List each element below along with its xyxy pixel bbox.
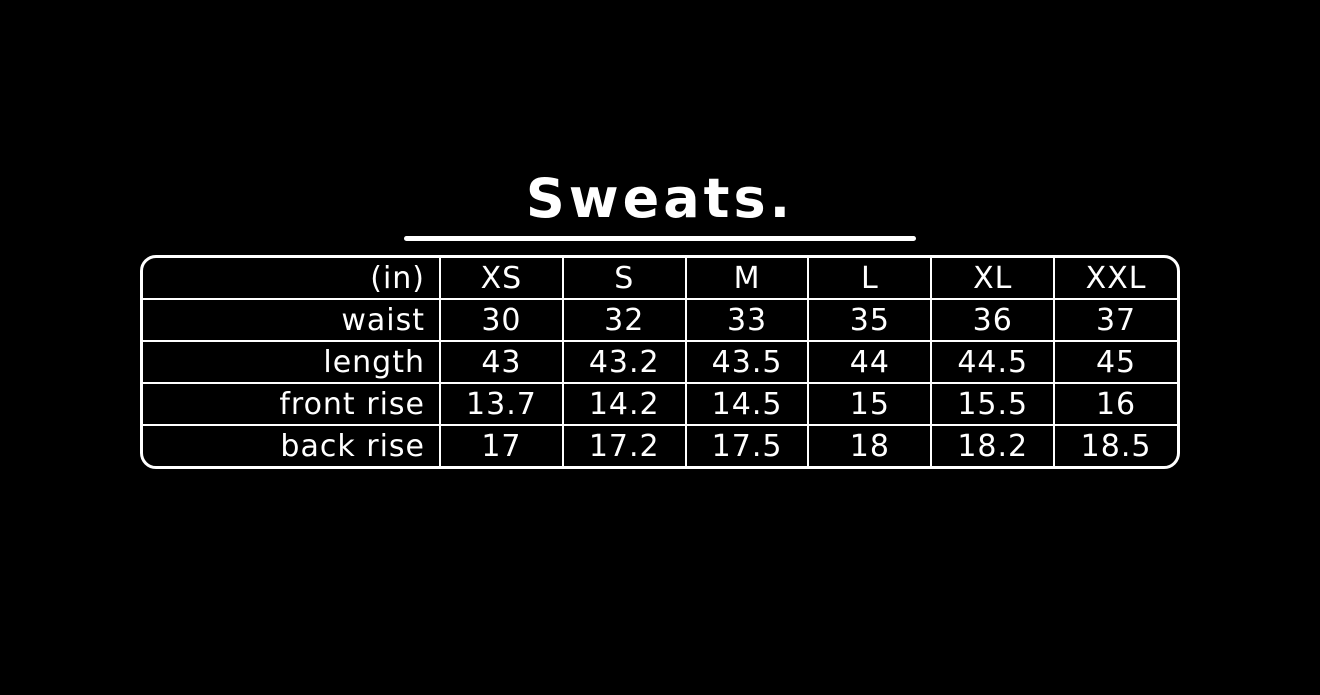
- size-value-cell: 16: [1053, 382, 1177, 426]
- size-value-cell: 13.7: [439, 382, 564, 426]
- size-chart-frame: (in) XS S M L XL XXL waist 30 32 33 35 3…: [140, 255, 1180, 469]
- size-value-cell: 35: [807, 298, 933, 342]
- size-value-cell: 43: [439, 340, 564, 384]
- table-row-back-rise: back rise 17 17.2 17.5 18 18.2 18.5: [143, 424, 1177, 466]
- column-header-m: M: [684, 258, 810, 300]
- table-row-front-rise: front rise 13.7 14.2 14.5 15 15.5 16: [143, 382, 1177, 426]
- size-value-cell: 17.2: [561, 424, 687, 466]
- size-value-cell: 33: [684, 298, 810, 342]
- row-label-front-rise: front rise: [143, 382, 441, 426]
- size-value-cell: 18.2: [930, 424, 1056, 466]
- page-title: Sweats.: [525, 167, 795, 230]
- table-row-waist: waist 30 32 33 35 36 37: [143, 298, 1177, 342]
- title-underline: [404, 236, 916, 241]
- size-value-cell: 37: [1053, 298, 1177, 342]
- size-value-cell: 44: [807, 340, 933, 384]
- size-chart-table: (in) XS S M L XL XXL waist 30 32 33 35 3…: [143, 258, 1177, 466]
- column-header-xl: XL: [930, 258, 1056, 300]
- column-header-xs: XS: [439, 258, 564, 300]
- column-header-s: S: [561, 258, 687, 300]
- size-value-cell: 18: [807, 424, 933, 466]
- column-header-xxl: XXL: [1053, 258, 1177, 300]
- size-value-cell: 15: [807, 382, 933, 426]
- header-row: (in) XS S M L XL XXL: [143, 258, 1177, 300]
- size-value-cell: 30: [439, 298, 564, 342]
- size-value-cell: 15.5: [930, 382, 1056, 426]
- size-value-cell: 14.2: [561, 382, 687, 426]
- row-label-length: length: [143, 340, 441, 384]
- table-row-length: length 43 43.2 43.5 44 44.5 45: [143, 340, 1177, 384]
- size-value-cell: 43.2: [561, 340, 687, 384]
- unit-label-cell: (in): [143, 258, 441, 300]
- size-value-cell: 32: [561, 298, 687, 342]
- size-value-cell: 17: [439, 424, 564, 466]
- size-value-cell: 14.5: [684, 382, 810, 426]
- row-label-back-rise: back rise: [143, 424, 441, 466]
- size-value-cell: 17.5: [684, 424, 810, 466]
- column-header-l: L: [807, 258, 933, 300]
- size-value-cell: 43.5: [684, 340, 810, 384]
- size-value-cell: 18.5: [1053, 424, 1177, 466]
- size-value-cell: 36: [930, 298, 1056, 342]
- size-value-cell: 44.5: [930, 340, 1056, 384]
- row-label-waist: waist: [143, 298, 441, 342]
- size-value-cell: 45: [1053, 340, 1177, 384]
